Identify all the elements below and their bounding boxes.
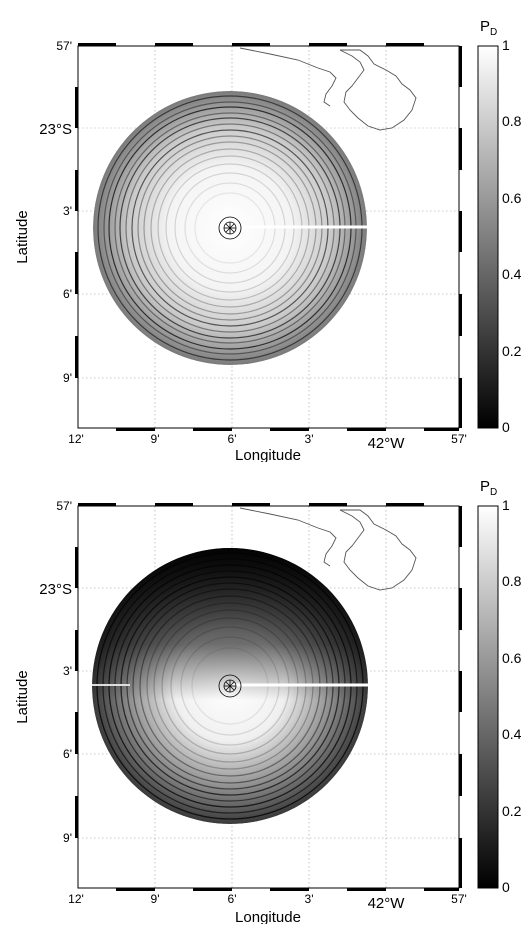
x-tick-label: 3': [305, 432, 314, 446]
x-tick-label: 6': [228, 432, 237, 446]
y-tick-label: 57': [56, 499, 72, 513]
x-tick-label: 57': [451, 432, 467, 446]
radar-site-marker: [218, 216, 242, 240]
coastline: [239, 47, 417, 131]
y-axis-label: Latitude: [14, 670, 31, 723]
detection-probability-disk: [92, 548, 368, 824]
radar-site-marker: [218, 674, 242, 698]
colorbar-title: PD: [480, 478, 497, 498]
colorbar-tick-label: 1: [502, 497, 510, 513]
colorbar-tick-label: 0.6: [502, 190, 522, 206]
x-tick-label: 12': [68, 892, 84, 906]
colorbar: PD 1 0.8 0.6 0.4 0.2 0: [477, 18, 522, 435]
y-tick-label: 9': [63, 831, 72, 845]
x-tick-label: 42°W: [368, 895, 406, 912]
colorbar-title: PD: [480, 18, 497, 38]
coastline: [239, 507, 417, 591]
colorbar-tick-label: 0: [502, 419, 510, 435]
map-frame: [75, 43, 462, 431]
x-tick-labels: 12' 9' 6' 3' 42°W 57': [68, 432, 467, 452]
colorbar-tick-label: 0.4: [502, 726, 522, 742]
map-figure-bottom: 12' 9' 6' 3' 42°W 57' 57' 23°S 3' 6' 9' …: [14, 478, 522, 926]
colorbar-tick-label: 0.2: [502, 343, 522, 359]
colorbar: PD 1 0.8 0.6 0.4 0.2 0: [477, 478, 522, 895]
x-tick-label: 9': [151, 432, 160, 446]
y-tick-label: 23°S: [39, 581, 72, 598]
x-tick-label: 42°W: [368, 435, 406, 452]
colorbar-tick-label: 0: [502, 879, 510, 895]
map-panel-bottom: 12' 9' 6' 3' 42°W 57' 57' 23°S 3' 6' 9' …: [0, 462, 529, 926]
map-frame: [75, 503, 462, 891]
x-axis-label: Longitude: [235, 447, 301, 462]
x-tick-label: 12': [68, 432, 84, 446]
colorbar-tick-label: 0.6: [502, 650, 522, 666]
map-figure-top: 12' 9' 6' 3' 42°W 57' 57' 23°S 3' 6' 9' …: [14, 18, 522, 464]
x-axis-label: Longitude: [235, 909, 301, 924]
y-tick-label: 6': [63, 747, 72, 761]
map-panel-top: 12' 9' 6' 3' 42°W 57' 57' 23°S 3' 6' 9' …: [0, 0, 529, 464]
x-tick-label: 3': [305, 892, 314, 906]
y-tick-label: 9': [63, 371, 72, 385]
y-tick-label: 6': [63, 287, 72, 301]
y-tick-labels: 57' 23°S 3' 6' 9': [39, 499, 72, 845]
y-tick-labels: 57' 23°S 3' 6' 9': [39, 39, 72, 385]
x-tick-label: 57': [451, 892, 467, 906]
map-grid: [78, 506, 459, 888]
x-tick-labels: 12' 9' 6' 3' 42°W 57': [68, 892, 467, 912]
colorbar-tick-label: 0.4: [502, 266, 522, 282]
colorbar-tick-label: 0.2: [502, 803, 522, 819]
colorbar-tick-label: 1: [502, 37, 510, 53]
colorbar-tick-label: 0.8: [502, 573, 522, 589]
x-tick-label: 6': [228, 892, 237, 906]
x-tick-label: 9': [151, 892, 160, 906]
y-axis-label: Latitude: [14, 210, 31, 263]
colorbar-tick-label: 0.8: [502, 113, 522, 129]
y-tick-label: 57': [56, 39, 72, 53]
y-tick-label: 23°S: [39, 121, 72, 138]
map-grid: [78, 46, 459, 428]
y-tick-label: 3': [63, 204, 72, 218]
y-tick-label: 3': [63, 664, 72, 678]
